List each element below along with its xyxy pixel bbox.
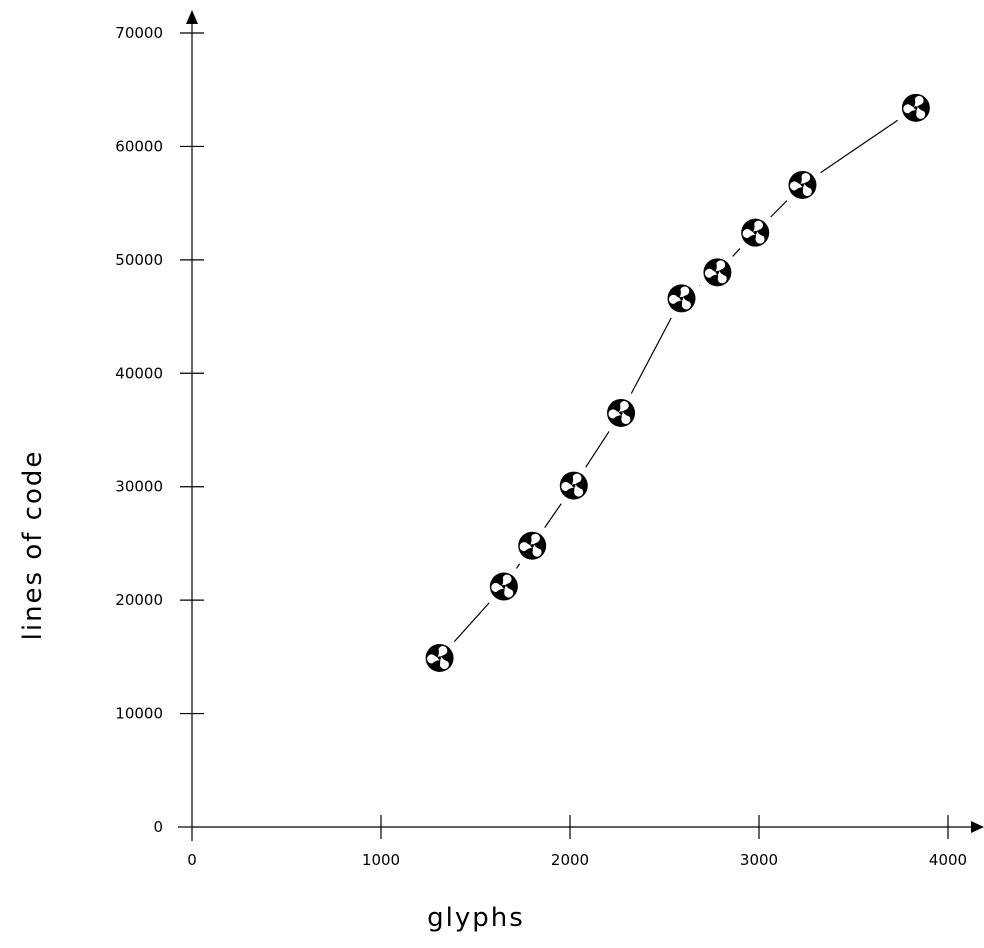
data-point-marker [518,531,547,560]
data-point-marker [667,284,696,313]
x-axis-arrow [971,821,984,833]
x-tick-label: 0 [187,851,197,869]
series-segment [585,431,610,468]
y-axis-ticks: 0 10000 20000 30000 40000 50000 60000 70000 [115,24,204,836]
data-point-marker [703,258,732,287]
y-axis-arrow [186,10,198,24]
series-segment [544,503,562,528]
y-tick-label: 40000 [115,364,163,382]
series-line [453,119,899,643]
y-tick-label: 50000 [115,251,163,269]
x-tick-label: 3000 [740,851,778,869]
x-tick-label: 2000 [551,851,589,869]
data-point-marker [489,572,518,601]
series-segment [732,248,741,257]
data-point-marker [788,170,817,199]
y-tick-label: 10000 [115,705,163,723]
y-tick-label: 70000 [115,24,163,42]
x-axis-ticks: 0 1000 2000 3000 4000 [187,815,967,869]
series-segment [820,119,899,174]
x-axis-label: glyphs [427,903,525,933]
series-segment [630,317,672,394]
data-point-marker [559,471,588,500]
data-point-marker [606,398,636,427]
series-segment [515,563,521,569]
axes [178,10,984,841]
data-points [425,93,930,672]
y-tick-label: 30000 [115,478,163,496]
y-tick-label: 60000 [115,137,163,155]
y-tick-label: 20000 [115,591,163,609]
x-tick-label: 1000 [362,851,400,869]
y-axis-label: lines of code [18,450,48,641]
series-segment [453,602,490,643]
data-point-marker [741,218,770,247]
x-tick-label: 4000 [929,851,967,869]
data-point-marker [425,643,454,672]
series-segment [770,200,788,218]
y-tick-label: 0 [153,818,163,836]
data-point-marker [901,93,930,122]
